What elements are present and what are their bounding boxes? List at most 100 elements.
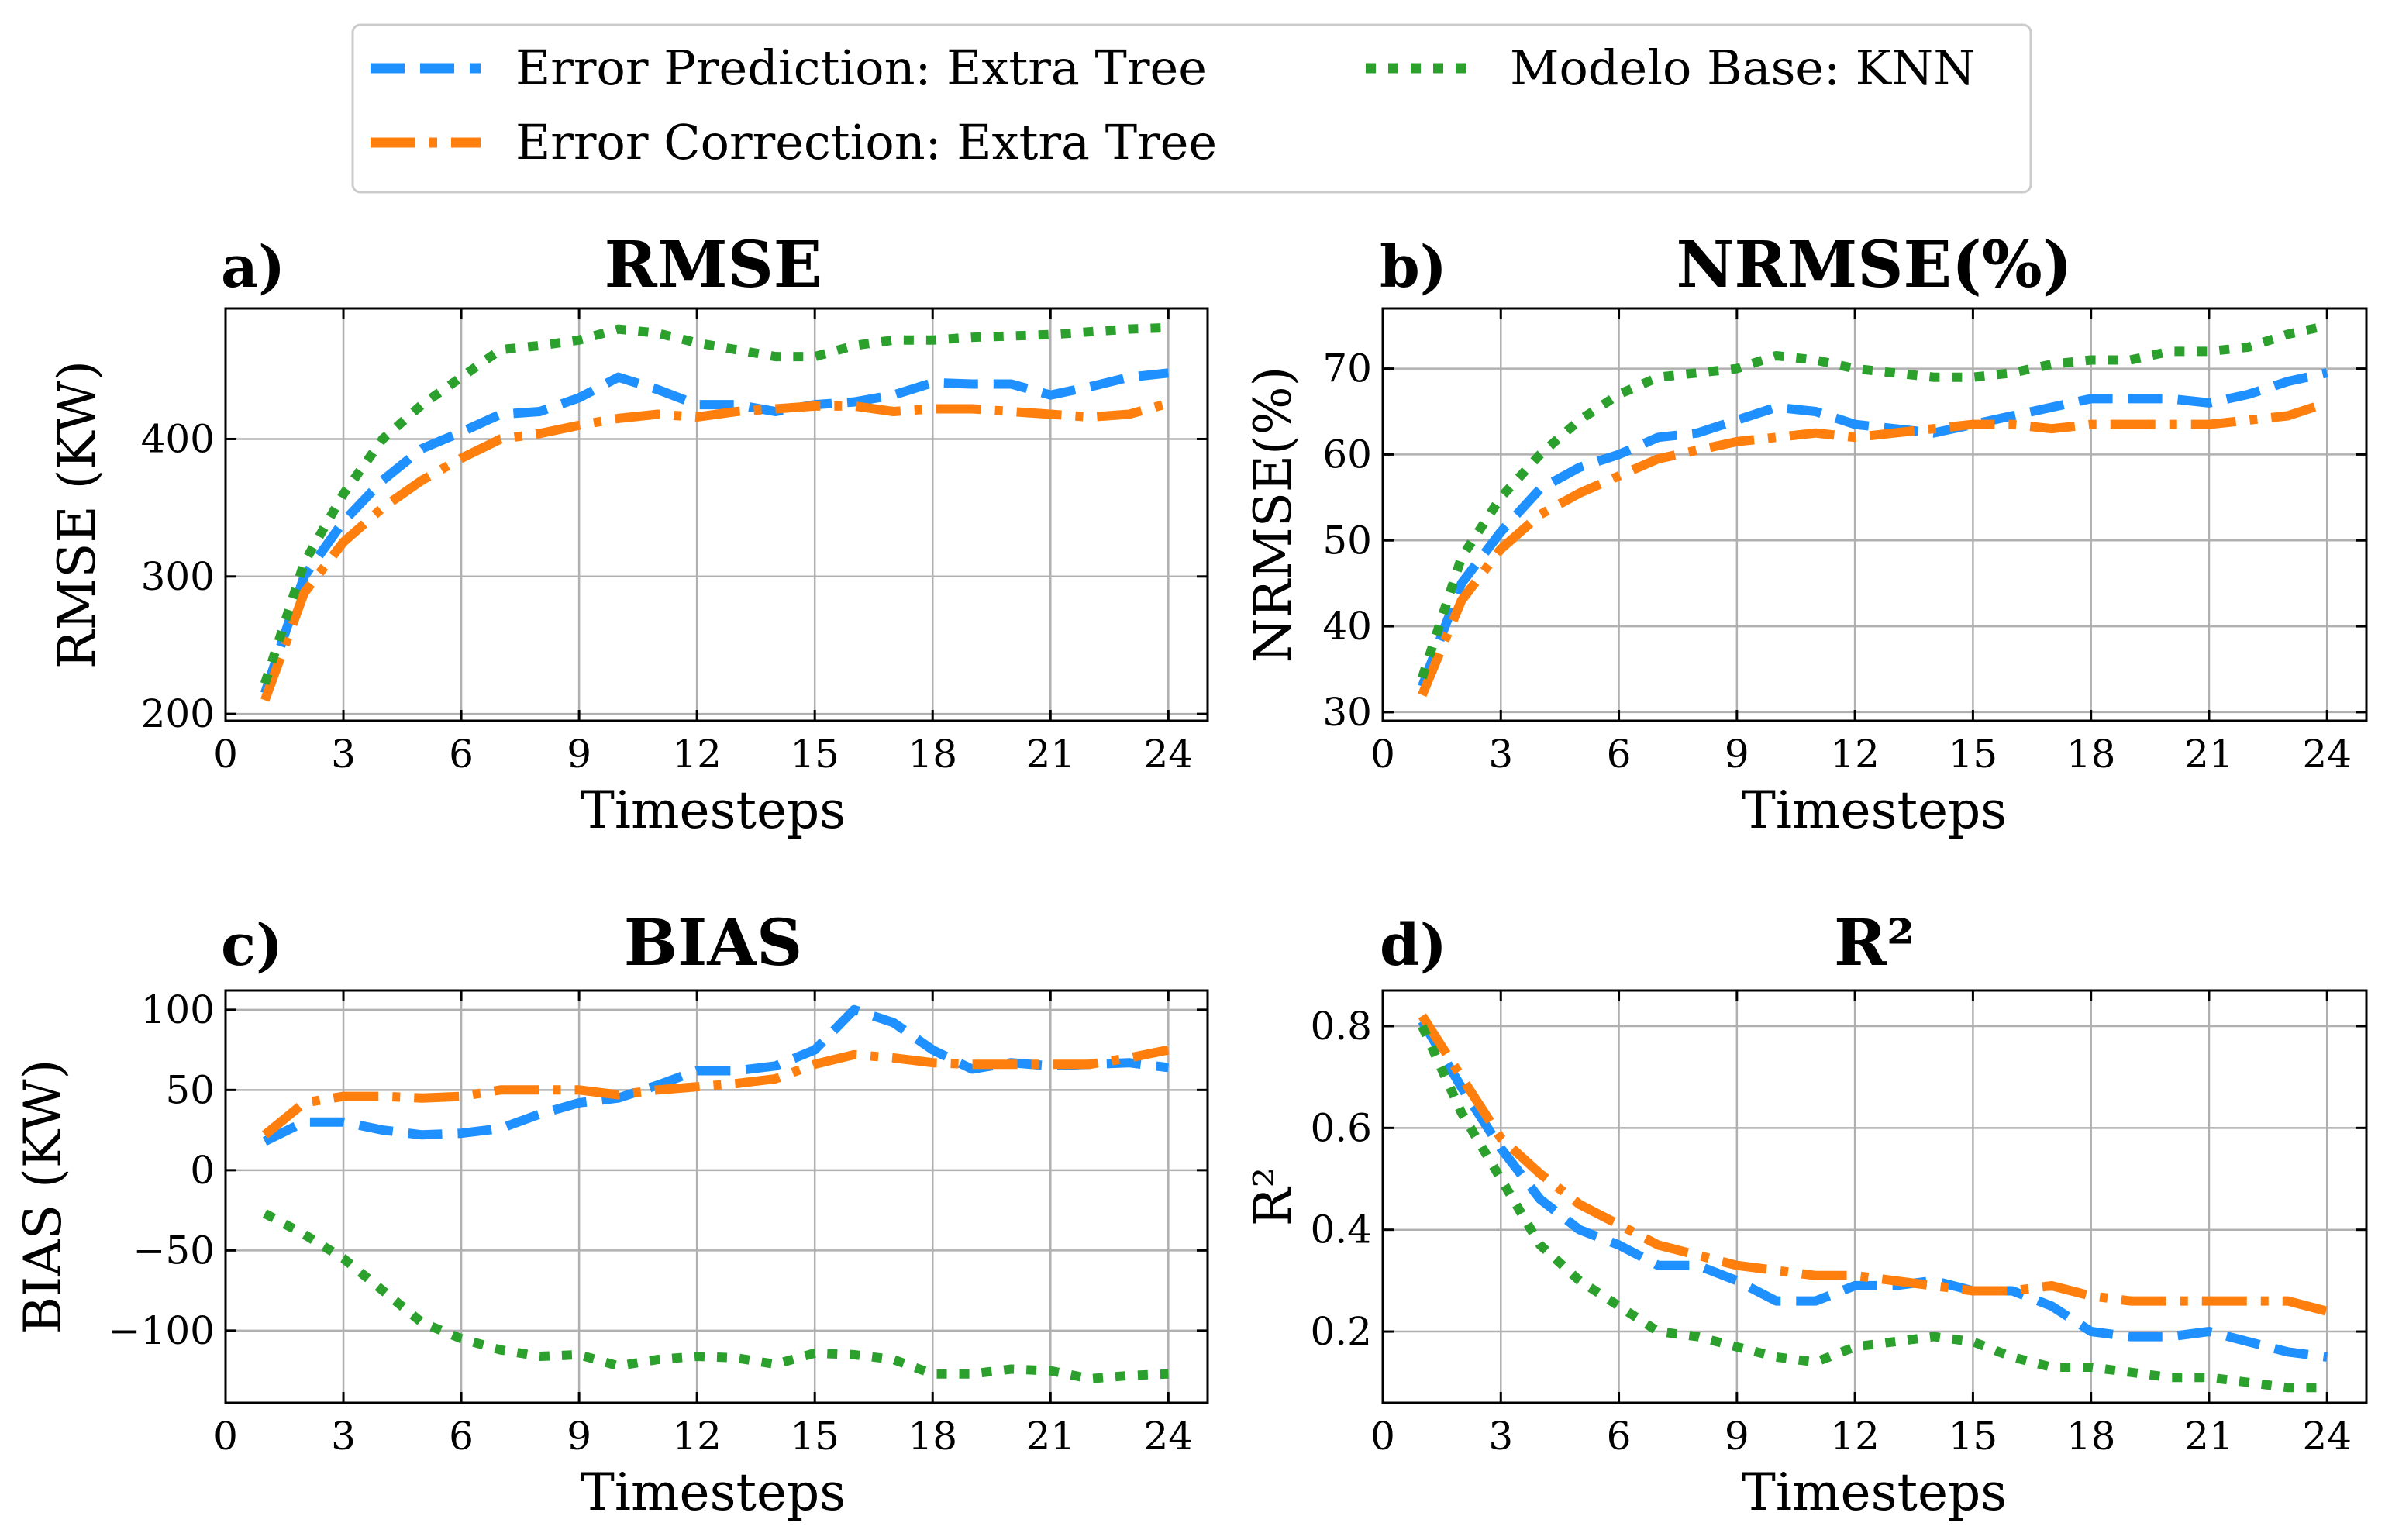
y-axis-label: NRMSE(%) xyxy=(1243,367,1303,663)
series-line-error-prediction xyxy=(1418,1018,2328,1362)
panel-rmse: a) RMSE 0 3 6 9 12 15 18 21 24 200 300 400 Timestep… xyxy=(47,228,1209,840)
x-tick-label: 3 xyxy=(331,1414,356,1459)
panel-nrmse: b) NRMSE(%) 0 3 6 9 12 15 18 21 24 30 40 50 60 70 Tim… xyxy=(1243,228,2368,840)
x-tick-label: 18 xyxy=(908,1414,957,1459)
series-line-modelo-base xyxy=(1418,321,2328,680)
y-axis-label: BIAS (KW) xyxy=(13,1059,73,1335)
x-tick-label: 24 xyxy=(2302,1414,2352,1459)
panel-letter: b) xyxy=(1380,234,1447,301)
x-tick-label: 21 xyxy=(1025,732,1075,777)
grid xyxy=(224,308,1208,721)
x-tick-label: 15 xyxy=(790,732,839,777)
x-axis-label: Timesteps xyxy=(581,1462,846,1522)
plot-frame xyxy=(1381,307,2368,722)
ticks: 0 3 6 9 12 15 18 21 24 30 40 50 60 70 xyxy=(1322,308,2366,777)
x-tick-label: 15 xyxy=(1949,732,1998,777)
x-tick-label: 3 xyxy=(1488,1414,1513,1459)
legend-label-error-correction: Error Correction: Extra Tree xyxy=(515,114,1217,171)
panel-title: R² xyxy=(1834,906,1915,980)
x-tick-label: 21 xyxy=(1025,1414,1075,1459)
x-tick-label: 6 xyxy=(1607,1414,1632,1459)
x-tick-label: 12 xyxy=(672,1414,722,1459)
series-line-error-correction xyxy=(260,398,1170,702)
x-tick-label: 0 xyxy=(213,1414,238,1459)
x-tick-label: 24 xyxy=(1144,732,1194,777)
panel-bias: c) BIAS 0 3 6 9 12 15 18 21 24 −100 −50 0 50 100 Time… xyxy=(13,906,1209,1522)
x-axis-label: Timesteps xyxy=(581,780,846,840)
y-tick-label: 50 xyxy=(1322,518,1372,563)
series-line-error-correction xyxy=(1418,398,2329,698)
plot-frame xyxy=(224,989,1209,1404)
x-tick-label: 6 xyxy=(449,1414,474,1459)
panel-r2: d) R² 0 3 6 9 12 15 18 21 24 0.2 0.4 0.6 0.8 Timeste… xyxy=(1243,906,2368,1522)
legend: Error Prediction: Extra Tree Error Corre… xyxy=(351,23,2032,194)
series-lines xyxy=(1418,1013,2328,1393)
legend-label-error-prediction: Error Prediction: Extra Tree xyxy=(515,40,1207,96)
x-tick-label: 9 xyxy=(1725,732,1749,777)
x-tick-label: 9 xyxy=(567,732,591,777)
y-tick-label: 60 xyxy=(1322,432,1372,477)
series-lines xyxy=(1418,321,2329,698)
ticks: 0 3 6 9 12 15 18 21 24 0.2 0.4 0.6 0.8 xyxy=(1310,990,2366,1459)
panel-letter: a) xyxy=(221,234,285,301)
x-axis-label: Timesteps xyxy=(1742,780,2007,840)
x-tick-label: 6 xyxy=(449,732,474,777)
x-tick-label: 12 xyxy=(672,732,722,777)
x-tick-label: 24 xyxy=(2302,732,2352,777)
series-line-error-correction xyxy=(261,1045,1170,1139)
y-tick-label: 400 xyxy=(141,416,215,461)
grid xyxy=(1381,308,2366,721)
plot-frame xyxy=(1381,989,2368,1404)
panel-title: BIAS xyxy=(624,906,803,980)
series-line-error-prediction xyxy=(263,1004,1170,1146)
x-tick-label: 15 xyxy=(790,1414,839,1459)
y-tick-label: 0 xyxy=(190,1148,215,1193)
y-tick-label: 0.2 xyxy=(1310,1309,1372,1354)
x-tick-label: 15 xyxy=(1949,1414,1998,1459)
x-tick-label: 21 xyxy=(2184,732,2234,777)
x-tick-label: 9 xyxy=(567,1414,591,1459)
x-tick-label: 12 xyxy=(1830,1414,1880,1459)
series-line-error-prediction xyxy=(1418,368,2328,688)
x-tick-label: 24 xyxy=(1144,1414,1194,1459)
panel-letter: d) xyxy=(1380,912,1447,979)
panel-title: NRMSE(%) xyxy=(1676,228,2072,302)
y-axis-label: RMSE (KW) xyxy=(47,360,107,669)
x-tick-label: 18 xyxy=(908,732,957,777)
y-tick-label: 0.6 xyxy=(1310,1105,1372,1150)
panel-title: RMSE xyxy=(605,228,822,302)
x-axis-label: Timesteps xyxy=(1742,1462,2007,1522)
x-tick-label: 18 xyxy=(2066,1414,2116,1459)
x-tick-label: 0 xyxy=(1370,1414,1395,1459)
y-tick-label: 0.8 xyxy=(1310,1004,1372,1049)
y-tick-label: 300 xyxy=(141,554,215,599)
x-tick-label: 21 xyxy=(2184,1414,2234,1459)
x-tick-label: 9 xyxy=(1725,1414,1749,1459)
series-line-error-prediction xyxy=(260,368,1169,695)
grid xyxy=(1381,990,2366,1403)
series-lines xyxy=(261,1004,1170,1383)
x-tick-label: 12 xyxy=(1830,732,1880,777)
grid xyxy=(224,990,1208,1403)
legend-label-modelo-base: Modelo Base: KNN xyxy=(1510,40,1976,96)
legend-frame xyxy=(351,23,2032,194)
y-tick-label: 40 xyxy=(1322,604,1372,649)
y-tick-label: 100 xyxy=(141,987,215,1032)
series-line-modelo-base xyxy=(1418,1024,2328,1393)
y-tick-label: 30 xyxy=(1322,690,1372,735)
series-line-modelo-base xyxy=(262,1209,1169,1383)
x-tick-label: 3 xyxy=(331,732,356,777)
x-tick-label: 3 xyxy=(1488,732,1513,777)
y-tick-label: 50 xyxy=(165,1067,215,1112)
x-tick-label: 0 xyxy=(1370,732,1395,777)
x-tick-label: 18 xyxy=(2066,732,2116,777)
y-tick-label: 70 xyxy=(1322,346,1372,391)
y-tick-label: −50 xyxy=(133,1228,215,1273)
x-tick-label: 6 xyxy=(1607,732,1632,777)
y-tick-label: −100 xyxy=(109,1308,215,1353)
series-line-modelo-base xyxy=(260,322,1169,685)
y-tick-label: 200 xyxy=(141,691,215,736)
panel-letter: c) xyxy=(221,912,283,979)
ticks: 0 3 6 9 12 15 18 21 24 −100 −50 0 50 100 xyxy=(109,987,1208,1459)
